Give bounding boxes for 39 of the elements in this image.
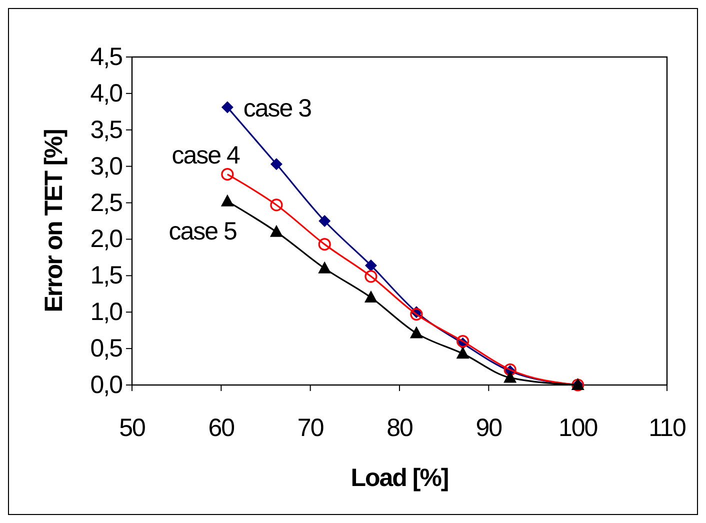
y-tick-label: 0,5	[90, 334, 122, 363]
point	[456, 346, 470, 359]
point	[318, 261, 332, 274]
point	[364, 290, 378, 303]
x-tick-label: 100	[558, 414, 598, 442]
x-tick-label: 70	[297, 414, 324, 442]
y-tick-label: 0,0	[90, 371, 122, 399]
y-tick-label: 3,0	[90, 152, 122, 180]
point	[220, 194, 234, 206]
point	[318, 215, 331, 227]
point	[221, 168, 234, 181]
point	[221, 101, 234, 114]
y-tick-label: 2,5	[90, 188, 122, 217]
y-tick-label: 1,5	[90, 262, 122, 290]
point	[318, 238, 331, 251]
y-tick-label: 2,0	[90, 225, 122, 254]
x-tick-label: 80	[386, 414, 412, 442]
x-tick-label: 110	[648, 414, 686, 442]
y-tick-label: 4,0	[90, 79, 122, 108]
x-tick-label: 50	[119, 414, 145, 442]
series-label: case 5	[168, 217, 236, 246]
y-tick-label: 3,5	[90, 116, 122, 144]
point	[270, 158, 282, 170]
point	[364, 259, 377, 272]
series-label: case 4	[172, 141, 240, 170]
y-axis-title: Error on TET [%]	[40, 130, 68, 312]
point	[410, 308, 423, 321]
point	[504, 370, 517, 383]
x-tick-label: 90	[476, 414, 502, 442]
point	[456, 334, 470, 348]
y-tick-label: 4,5	[90, 43, 122, 71]
x-tick-label: 60	[208, 414, 234, 442]
series-label: case 3	[243, 94, 312, 122]
x-axis-title: Load [%]	[350, 464, 448, 492]
y-tick-label: 1,0	[90, 298, 122, 326]
point	[270, 224, 283, 237]
point	[270, 198, 283, 212]
point	[364, 270, 378, 283]
point	[410, 326, 423, 338]
